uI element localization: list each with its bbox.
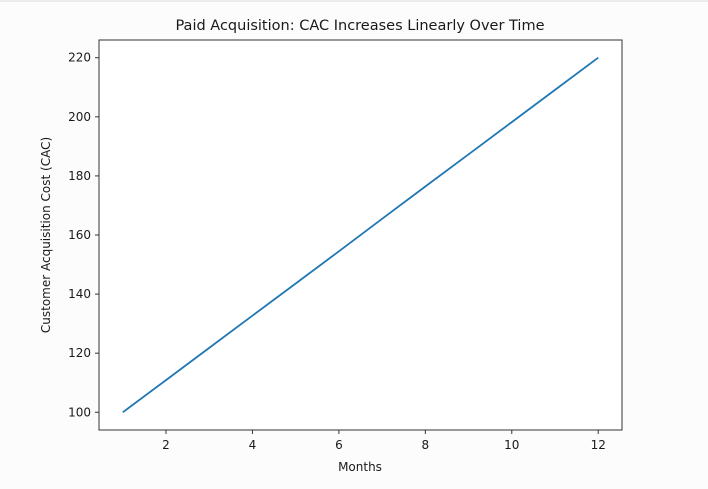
y-tick-label: 220 — [68, 51, 91, 65]
x-tick-label: 6 — [335, 438, 343, 452]
axes-frame — [98, 39, 623, 431]
y-tick-label: 200 — [68, 110, 91, 124]
y-axis-ticks: 100 120 140 160 180 200 220 — [68, 51, 99, 419]
cac-line — [122, 56, 599, 414]
y-tick-label: 180 — [68, 169, 91, 183]
x-axis-ticks: 2 4 6 8 10 12 — [162, 430, 606, 452]
y-tick-label: 160 — [68, 228, 91, 242]
y-tick-label: 100 — [68, 405, 91, 419]
x-tick-label: 8 — [422, 438, 430, 452]
y-tick-label: 140 — [68, 287, 91, 301]
y-axis-label: Customer Acquisition Cost (CAC) — [39, 137, 53, 333]
x-tick-label: 4 — [249, 438, 257, 452]
y-tick-label: 120 — [68, 346, 91, 360]
x-tick-label: 2 — [162, 438, 170, 452]
top-border — [0, 0, 708, 2]
x-axis-label: Months — [338, 460, 382, 474]
x-tick-label: 12 — [591, 438, 606, 452]
chart-title: Paid Acquisition: CAC Increases Linearly… — [175, 18, 544, 34]
x-tick-label: 10 — [504, 438, 519, 452]
